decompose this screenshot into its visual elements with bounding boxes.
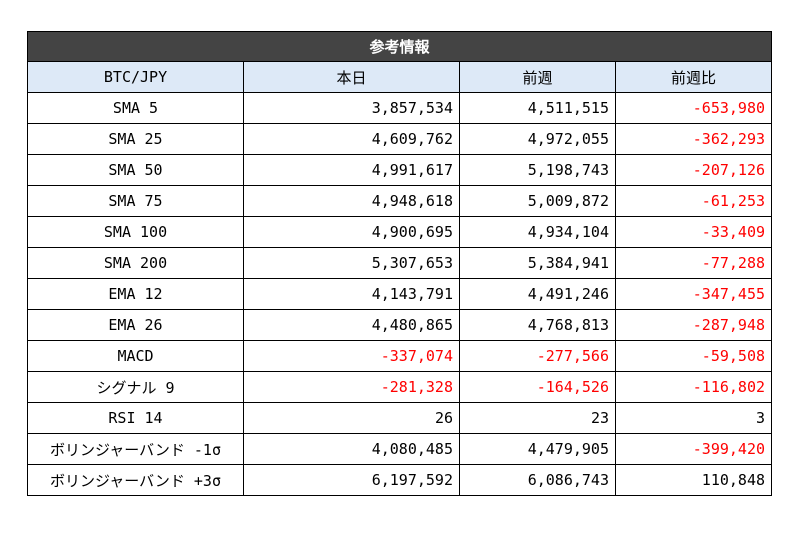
table-row: SMA 75 4,948,618 5,009,872 -61,253 xyxy=(27,185,773,217)
row-label: SMA 100 xyxy=(27,216,244,248)
row-label: SMA 50 xyxy=(27,154,244,186)
table-row: SMA 5 3,857,534 4,511,515 -653,980 xyxy=(27,92,773,124)
cell-last-week: 5,009,872 xyxy=(459,185,616,217)
cell-today: 4,480,865 xyxy=(243,309,460,341)
row-label: SMA 25 xyxy=(27,123,244,155)
cell-change: -347,455 xyxy=(614,278,773,310)
row-label: ボリンジャーバンド -1σ xyxy=(27,433,244,465)
cell-change: 3 xyxy=(614,402,773,434)
table-row: MACD -337,074 -277,566 -59,508 xyxy=(27,340,773,372)
cell-last-week: 4,934,104 xyxy=(459,216,616,248)
cell-last-week: 4,972,055 xyxy=(459,123,616,155)
cell-last-week: 5,384,941 xyxy=(459,247,616,279)
cell-today: 4,080,485 xyxy=(243,433,460,465)
cell-today: 4,143,791 xyxy=(243,278,460,310)
table-row: ボリンジャーバンド -1σ 4,080,485 4,479,905 -399,420 xyxy=(27,433,773,465)
cell-last-week: -164,526 xyxy=(459,371,616,403)
cell-change: -207,126 xyxy=(614,154,773,186)
table-row: SMA 200 5,307,653 5,384,941 -77,288 xyxy=(27,247,773,279)
table-row: EMA 26 4,480,865 4,768,813 -287,948 xyxy=(27,309,773,341)
cell-today: 4,900,695 xyxy=(243,216,460,248)
row-label: MACD xyxy=(27,340,244,372)
row-label: SMA 75 xyxy=(27,185,244,217)
cell-last-week: 4,479,905 xyxy=(459,433,616,465)
cell-change: -61,253 xyxy=(614,185,773,217)
cell-today: -337,074 xyxy=(243,340,460,372)
cell-last-week: -277,566 xyxy=(459,340,616,372)
cell-last-week: 4,491,246 xyxy=(459,278,616,310)
header-row: BTC/JPY 本日 前週 前週比 xyxy=(27,61,773,93)
table-row: シグナル 9 -281,328 -164,526 -116,802 xyxy=(27,371,773,403)
row-label: シグナル 9 xyxy=(27,371,244,403)
cell-today: 26 xyxy=(243,402,460,434)
table-row: EMA 12 4,143,791 4,491,246 -347,455 xyxy=(27,278,773,310)
reference-info-table: 参考情報 BTC/JPY 本日 前週 前週比 SMA 5 3,857,534 4,5… xyxy=(26,31,773,496)
cell-change: -33,409 xyxy=(614,216,773,248)
table-row: SMA 50 4,991,617 5,198,743 -207,126 xyxy=(27,154,773,186)
table-row: SMA 25 4,609,762 4,972,055 -362,293 xyxy=(27,123,773,155)
cell-today: 6,197,592 xyxy=(243,464,460,496)
cell-last-week: 4,511,515 xyxy=(459,92,616,124)
row-label: RSI 14 xyxy=(27,402,244,434)
table-title: 参考情報 xyxy=(26,31,773,62)
cell-change: -362,293 xyxy=(614,123,773,155)
row-label: SMA 200 xyxy=(27,247,244,279)
cell-today: 4,991,617 xyxy=(243,154,460,186)
cell-today: 4,948,618 xyxy=(243,185,460,217)
cell-last-week: 4,768,813 xyxy=(459,309,616,341)
cell-today: 5,307,653 xyxy=(243,247,460,279)
table-row: RSI 14 26 23 3 xyxy=(27,402,773,434)
cell-last-week: 6,086,743 xyxy=(459,464,616,496)
cell-change: -77,288 xyxy=(614,247,773,279)
table-row: ボリンジャーバンド +3σ 6,197,592 6,086,743 110,848 xyxy=(27,464,773,496)
header-pair: BTC/JPY xyxy=(27,61,244,93)
header-change: 前週比 xyxy=(614,61,773,93)
cell-today: 4,609,762 xyxy=(243,123,460,155)
title-row: 参考情報 xyxy=(26,31,773,62)
row-label: EMA 26 xyxy=(27,309,244,341)
cell-last-week: 23 xyxy=(459,402,616,434)
cell-today: -281,328 xyxy=(243,371,460,403)
table-row: SMA 100 4,900,695 4,934,104 -33,409 xyxy=(27,216,773,248)
cell-change: -59,508 xyxy=(614,340,773,372)
row-label: SMA 5 xyxy=(27,92,244,124)
row-label: EMA 12 xyxy=(27,278,244,310)
cell-change: -116,802 xyxy=(614,371,773,403)
cell-change: -399,420 xyxy=(614,433,773,465)
header-last-week: 前週 xyxy=(459,61,616,93)
cell-change: 110,848 xyxy=(614,464,773,496)
cell-last-week: 5,198,743 xyxy=(459,154,616,186)
header-today: 本日 xyxy=(243,61,460,93)
row-label: ボリンジャーバンド +3σ xyxy=(27,464,244,496)
cell-change: -653,980 xyxy=(614,92,773,124)
cell-today: 3,857,534 xyxy=(243,92,460,124)
cell-change: -287,948 xyxy=(614,309,773,341)
